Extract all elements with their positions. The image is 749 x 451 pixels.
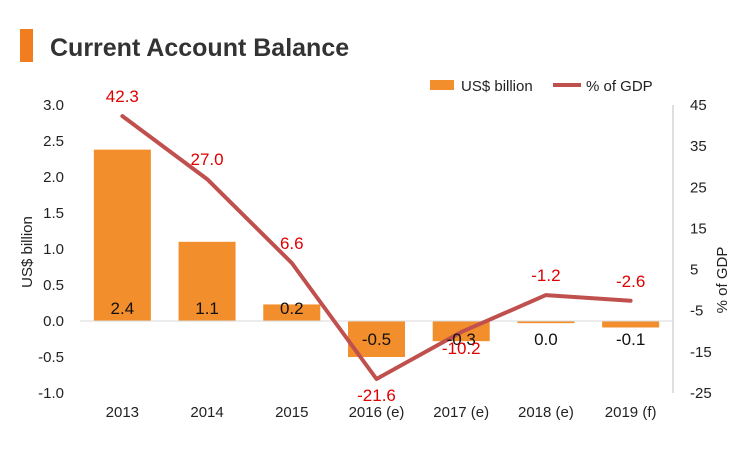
y2-tick-label: 5 <box>690 262 698 279</box>
legend: US$ billion % of GDP <box>430 78 653 95</box>
x-tick-label: 2018 (e) <box>518 404 574 421</box>
bar-series <box>93 149 660 357</box>
bar <box>517 321 575 324</box>
x-tick-label: 2016 (e) <box>349 404 405 421</box>
y2-tick-label: -15 <box>690 344 712 361</box>
bar-data-label: 0.2 <box>280 299 304 318</box>
y-tick-label: -1.0 <box>38 385 64 402</box>
line-data-label: 27.0 <box>191 150 224 169</box>
x-tick-label: 2017 (e) <box>433 404 489 421</box>
line-series <box>120 114 633 381</box>
y-tick-label: 0.0 <box>43 313 64 330</box>
bar <box>602 321 660 328</box>
bar-data-label: 1.1 <box>195 299 219 318</box>
y-tick-label: 1.5 <box>43 205 64 222</box>
x-tick-label: 2014 <box>190 404 223 421</box>
x-tick-label: 2013 <box>106 404 139 421</box>
y2-tick-label: -25 <box>690 385 712 402</box>
bar-data-label: 2.4 <box>111 299 135 318</box>
x-tick-label: 2019 (f) <box>605 404 657 421</box>
y-tick-label: 2.0 <box>43 169 64 186</box>
line-data-label: 6.6 <box>280 234 304 253</box>
line-data-label: 42.3 <box>106 87 139 106</box>
y-tick-label: 1.0 <box>43 241 64 258</box>
chart-title: Current Account Balance <box>50 34 349 62</box>
y-tick-label: 2.5 <box>43 133 64 150</box>
y2-tick-label: 45 <box>690 97 707 114</box>
bar-data-label: -0.3 <box>447 330 476 349</box>
bar <box>263 304 321 321</box>
left-axis-ticks: 3.0 2.5 2.0 1.5 1.0 0.5 0.0 -0.5 -1.0 <box>38 97 64 402</box>
y-tick-label: -0.5 <box>38 349 64 366</box>
title-accent-bar <box>20 29 33 62</box>
legend-bar-label: US$ billion <box>461 78 533 95</box>
bar-data-labels: 2.4 1.1 0.2 -0.5 -0.3 0.0 -0.1 <box>111 299 646 349</box>
y2-tick-label: 35 <box>690 138 707 155</box>
line-data-label: -2.6 <box>616 272 645 291</box>
y2-tick-label: 25 <box>690 179 707 196</box>
bar <box>93 149 151 321</box>
x-axis-ticks: 2013 2014 2015 2016 (e) 2017 (e) 2018 (e) 2019… <box>106 404 657 421</box>
legend-line-label: % of GDP <box>586 78 653 95</box>
right-axis-ticks: 45 35 25 15 5 -5 -15 -25 <box>690 97 712 402</box>
y2-axis-label: % of GDP <box>714 247 731 314</box>
legend-bar-swatch <box>430 80 454 90</box>
y-axis-label: US$ billion <box>19 216 36 288</box>
bar-data-label: -0.5 <box>362 330 391 349</box>
bar <box>178 241 236 321</box>
series-line <box>120 114 633 381</box>
line-data-label: -10.2 <box>442 339 481 358</box>
line-data-label: -1.2 <box>531 266 560 285</box>
y-tick-label: 0.5 <box>43 277 64 294</box>
x-tick-label: 2015 <box>275 404 308 421</box>
y2-tick-label: 15 <box>690 220 707 237</box>
y2-tick-label: -5 <box>690 303 703 320</box>
bar-data-label: 0.0 <box>534 330 558 349</box>
line-data-label: -21.6 <box>357 386 396 405</box>
line-data-labels: 42.3 27.0 6.6 -21.6 -10.2 -1.2 -2.6 <box>106 87 645 405</box>
y-tick-label: 3.0 <box>43 97 64 114</box>
bar-data-label: -0.1 <box>616 330 645 349</box>
